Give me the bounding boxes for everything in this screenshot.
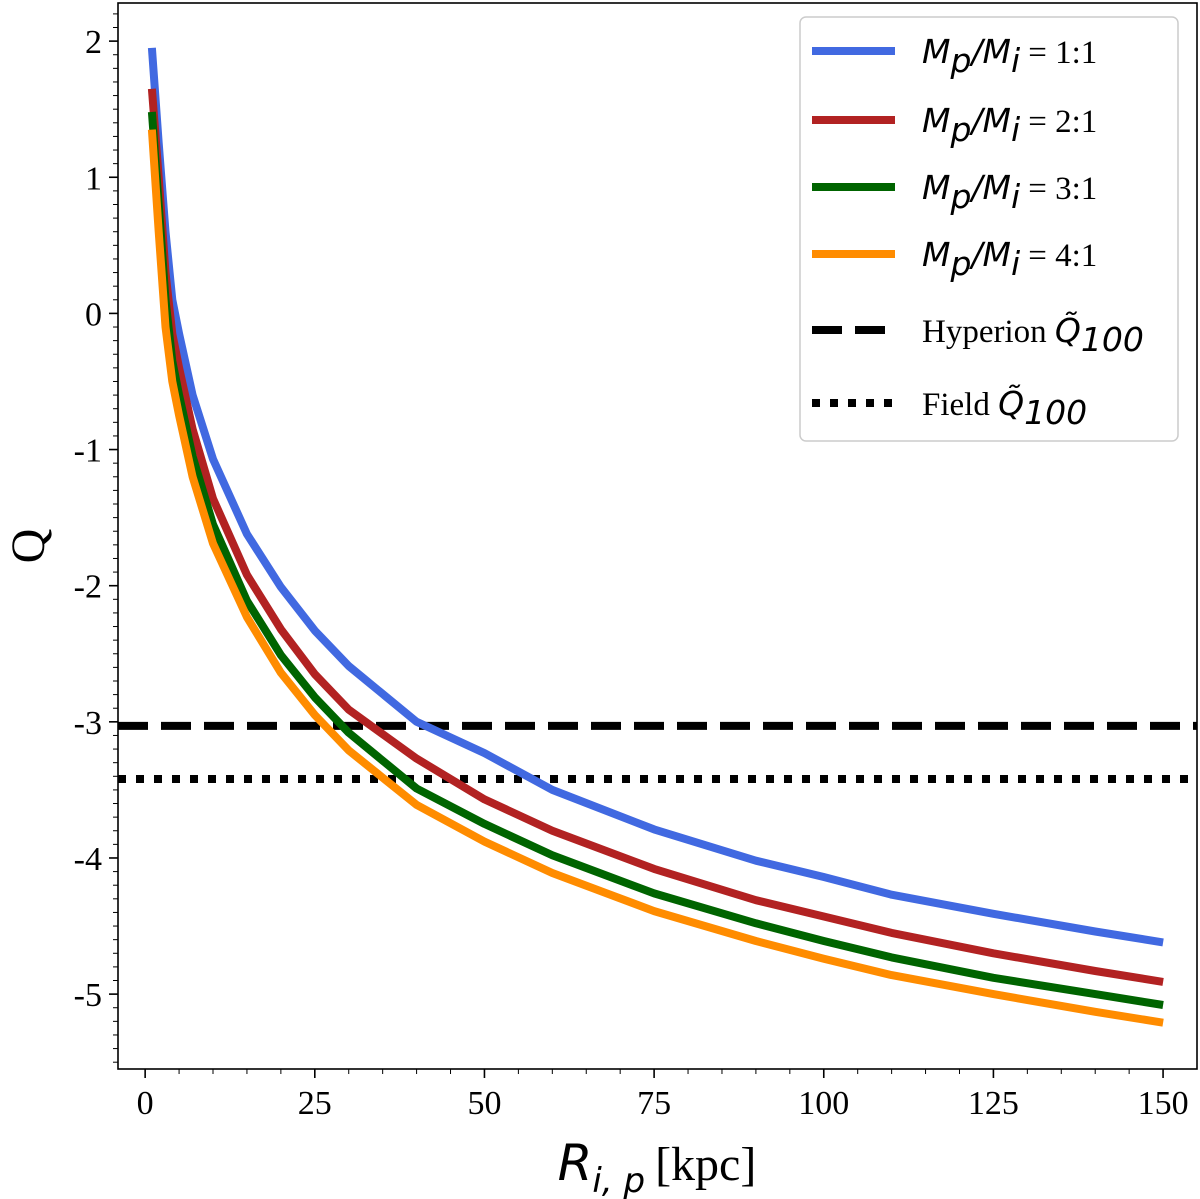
x-tick-label: 100 [798, 1085, 849, 1122]
y-tick-label: -3 [74, 705, 102, 742]
legend: Mp/Mi = 1:1 Mp/Mi = 2:1 Mp/Mi = 3:1 Mp/Mi = 4:1… [799, 16, 1179, 442]
y-tick-label: 1 [85, 160, 102, 197]
y-tick-label: -2 [74, 569, 102, 606]
series-group [147, 47, 1164, 1027]
series-line-4 [147, 129, 1164, 1027]
legend-entry-dashed: Hyperion Q̃100 [922, 311, 1144, 359]
y-tick-label: -5 [74, 977, 102, 1014]
x-axis-label-unit: [kpc] [655, 1138, 756, 1191]
y-axis-label: Q [2, 529, 55, 564]
y-tick-label: 0 [85, 296, 102, 333]
series-line-1 [147, 47, 1164, 947]
legend-entry-3: Mp/Mi = 3:1 [922, 168, 1097, 216]
legend-box [799, 16, 1179, 442]
legend-entry-1: Mp/Mi = 1:1 [922, 32, 1097, 80]
legend-entry-2: Mp/Mi = 2:1 [922, 101, 1097, 149]
series-line-2 [147, 88, 1164, 986]
plot-content [118, 721, 1197, 784]
x-axis-label-subscript: i, p [592, 1161, 645, 1199]
x-axis-label-symbol: R [558, 1134, 593, 1192]
legend-entry-dotted: Field Q̃100 [922, 384, 1087, 432]
x-axis-label: Ri, p [kpc] [558, 1134, 757, 1199]
legend-entry-4: Mp/Mi = 4:1 [922, 235, 1097, 283]
plot-frame [117, 2, 1198, 1070]
y-tick-label: -4 [74, 841, 102, 878]
x-tick-label: 150 [1138, 1085, 1189, 1122]
x-tick-label: 0 [137, 1085, 154, 1122]
x-tick-label: 50 [467, 1085, 501, 1122]
x-tick-label: 125 [968, 1085, 1019, 1122]
x-tick-label: 25 [298, 1085, 332, 1122]
y-tick-label: 2 [85, 24, 102, 61]
x-tick-label: 75 [637, 1085, 671, 1122]
axes-group: 0 25 50 75 100 125 150 2 1 0 -1 -2 -3 -4 -5 [74, 13, 1189, 1122]
y-tick-label: -1 [74, 433, 102, 470]
